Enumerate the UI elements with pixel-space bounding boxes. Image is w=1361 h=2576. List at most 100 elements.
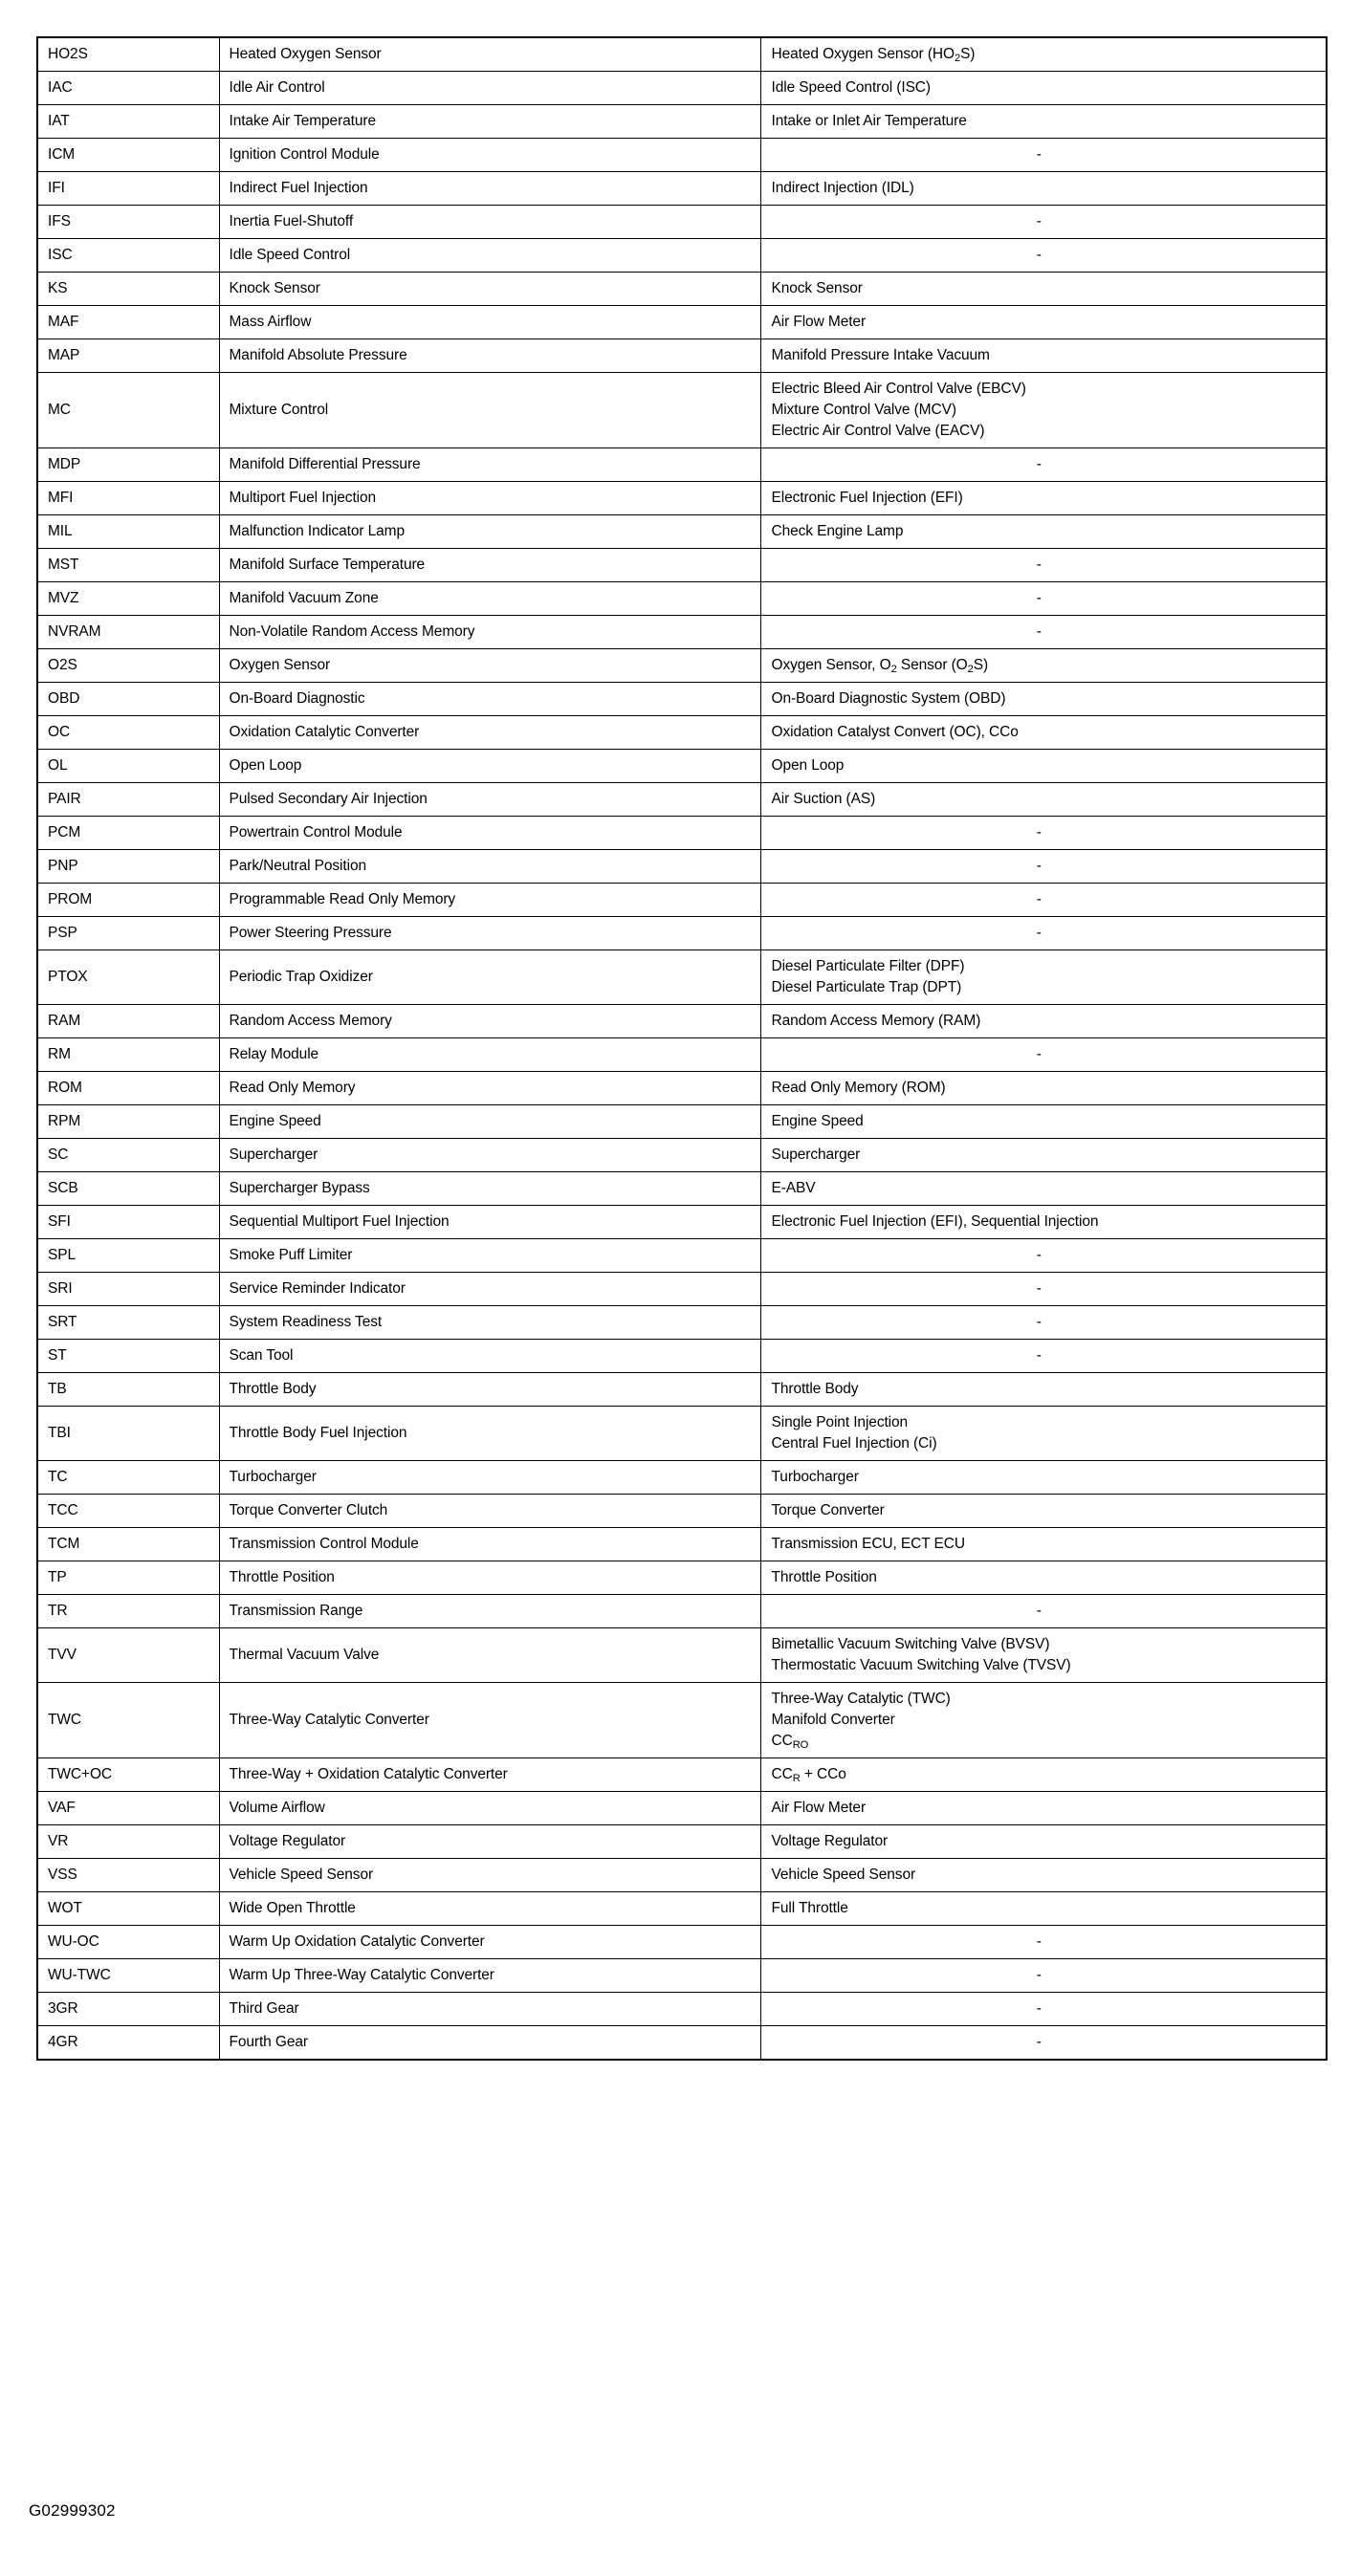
table-row: RPM Engine Speed Engine Speed	[36, 1104, 1328, 1139]
cell-alternate-term: -	[759, 1339, 1328, 1373]
table-row: KS Knock Sensor Knock Sensor	[36, 272, 1328, 306]
acronym-definitions-table: HO2S Heated Oxygen Sensor Heated Oxygen Se…	[36, 36, 1328, 2061]
cell-term: Multiport Fuel Injection	[218, 481, 761, 515]
cell-abbreviation: 3GR	[36, 1992, 220, 2026]
table-row: RM Relay Module -	[36, 1037, 1328, 1072]
cell-term: Engine Speed	[218, 1104, 761, 1139]
table-row: SCB Supercharger Bypass E-ABV	[36, 1171, 1328, 1206]
table-row: TWC+OC Three-Way + Oxidation Catalytic Co…	[36, 1757, 1328, 1792]
table-row: IFI Indirect Fuel Injection Indirect Injec…	[36, 171, 1328, 206]
cell-alternate-term: Air Suction (AS)	[759, 782, 1328, 817]
cell-term: Park/Neutral Position	[218, 849, 761, 884]
cell-alternate-term: -	[759, 581, 1328, 616]
cell-abbreviation: TCC	[36, 1494, 220, 1528]
table-row: SRI Service Reminder Indicator -	[36, 1272, 1328, 1306]
cell-term: Relay Module	[218, 1037, 761, 1072]
cell-abbreviation: RM	[36, 1037, 220, 1072]
cell-alternate-term: Supercharger	[759, 1138, 1328, 1172]
cell-term: Supercharger	[218, 1138, 761, 1172]
cell-abbreviation: SFI	[36, 1205, 220, 1239]
cell-alternate-term: -	[759, 849, 1328, 884]
cell-abbreviation: TR	[36, 1594, 220, 1628]
table-row: MST Manifold Surface Temperature -	[36, 548, 1328, 582]
cell-alternate-term: Turbocharger	[759, 1460, 1328, 1495]
cell-term: Throttle Body Fuel Injection	[218, 1406, 761, 1461]
cell-term: Idle Speed Control	[218, 238, 761, 273]
cell-term: Warm Up Oxidation Catalytic Converter	[218, 1925, 761, 1959]
cell-alternate-term: Random Access Memory (RAM)	[759, 1004, 1328, 1038]
cell-alternate-term: Vehicle Speed Sensor	[759, 1858, 1328, 1892]
cell-term: Ignition Control Module	[218, 138, 761, 172]
cell-abbreviation: PTOX	[36, 950, 220, 1005]
cell-alternate-term: Full Throttle	[759, 1891, 1328, 1926]
cell-term: Manifold Absolute Pressure	[218, 338, 761, 373]
table-row: IAT Intake Air Temperature Intake or Inlet…	[36, 104, 1328, 139]
cell-term: Throttle Position	[218, 1561, 761, 1595]
table-row: RAM Random Access Memory Random Access Mem…	[36, 1004, 1328, 1038]
cell-term: Open Loop	[218, 749, 761, 783]
table-row: TP Throttle Position Throttle Position	[36, 1561, 1328, 1595]
table-row: WU-OC Warm Up Oxidation Catalytic Convert…	[36, 1925, 1328, 1959]
cell-alternate-term: Transmission ECU, ECT ECU	[759, 1527, 1328, 1561]
cell-alternate-term: -	[759, 883, 1328, 917]
table-row: MAF Mass Airflow Air Flow Meter	[36, 305, 1328, 339]
table-row: MDP Manifold Differential Pressure -	[36, 448, 1328, 482]
cell-alternate-term: Three-Way Catalytic (TWC) Manifold Conver…	[759, 1682, 1328, 1758]
document-page: HO2S Heated Oxygen Sensor Heated Oxygen Se…	[36, 36, 1328, 2061]
cell-term: Voltage Regulator	[218, 1824, 761, 1859]
cell-alternate-term: -	[759, 448, 1328, 482]
cell-alternate-term: Diesel Particulate Filter (DPF) Diesel P…	[759, 950, 1328, 1005]
cell-abbreviation: MDP	[36, 448, 220, 482]
cell-abbreviation: TWC	[36, 1682, 220, 1758]
cell-abbreviation: MST	[36, 548, 220, 582]
cell-abbreviation: SRT	[36, 1305, 220, 1340]
cell-abbreviation: TVV	[36, 1627, 220, 1683]
cell-alternate-term: -	[759, 615, 1328, 649]
cell-abbreviation: KS	[36, 272, 220, 306]
cell-term: Indirect Fuel Injection	[218, 171, 761, 206]
cell-abbreviation: SC	[36, 1138, 220, 1172]
table-row: PROM Programmable Read Only Memory -	[36, 883, 1328, 917]
table-row: SFI Sequential Multiport Fuel Injection El…	[36, 1205, 1328, 1239]
cell-abbreviation: IAC	[36, 71, 220, 105]
table-row: TVV Thermal Vacuum Valve Bimetallic Vacuum…	[36, 1627, 1328, 1683]
cell-abbreviation: NVRAM	[36, 615, 220, 649]
cell-abbreviation: HO2S	[36, 36, 220, 72]
table-row: MFI Multiport Fuel Injection Electronic Fu…	[36, 481, 1328, 515]
cell-alternate-term: Electric Bleed Air Control Valve (EBCV) …	[759, 372, 1328, 448]
cell-term: Smoke Puff Limiter	[218, 1238, 761, 1273]
cell-term: Wide Open Throttle	[218, 1891, 761, 1926]
cell-alternate-term: Throttle Position	[759, 1561, 1328, 1595]
cell-term: Idle Air Control	[218, 71, 761, 105]
figure-code: G02999302	[29, 2501, 116, 2520]
table-row: OL Open Loop Open Loop	[36, 749, 1328, 783]
cell-alternate-term: -	[759, 238, 1328, 273]
cell-term: Manifold Vacuum Zone	[218, 581, 761, 616]
cell-alternate-term: -	[759, 1272, 1328, 1306]
table-row: TBI Throttle Body Fuel Injection Single Po…	[36, 1406, 1328, 1461]
cell-term: Pulsed Secondary Air Injection	[218, 782, 761, 817]
cell-abbreviation: WU-OC	[36, 1925, 220, 1959]
cell-term: Fourth Gear	[218, 2025, 761, 2061]
cell-term: Warm Up Three-Way Catalytic Converter	[218, 1958, 761, 1993]
cell-alternate-term: Idle Speed Control (ISC)	[759, 71, 1328, 105]
table-row: MC Mixture Control Electric Bleed Air Cont…	[36, 372, 1328, 448]
cell-abbreviation: PSP	[36, 916, 220, 950]
cell-alternate-term: Heated Oxygen Sensor (HO2S)	[759, 36, 1328, 72]
cell-abbreviation: VSS	[36, 1858, 220, 1892]
cell-abbreviation: RAM	[36, 1004, 220, 1038]
cell-abbreviation: OBD	[36, 682, 220, 716]
cell-alternate-term: Oxidation Catalyst Convert (OC), CCo	[759, 715, 1328, 750]
cell-term: Read Only Memory	[218, 1071, 761, 1105]
table-row: HO2S Heated Oxygen Sensor Heated Oxygen Se…	[36, 36, 1328, 72]
table-row: PSP Power Steering Pressure -	[36, 916, 1328, 950]
cell-term: Mixture Control	[218, 372, 761, 448]
table-row: PCM Powertrain Control Module -	[36, 816, 1328, 850]
cell-abbreviation: VR	[36, 1824, 220, 1859]
cell-term: Random Access Memory	[218, 1004, 761, 1038]
cell-abbreviation: OC	[36, 715, 220, 750]
table-row: 4GR Fourth Gear -	[36, 2025, 1328, 2061]
table-row: SRT System Readiness Test -	[36, 1305, 1328, 1340]
cell-alternate-term: Electronic Fuel Injection (EFI)	[759, 481, 1328, 515]
cell-alternate-term: Throttle Body	[759, 1372, 1328, 1407]
